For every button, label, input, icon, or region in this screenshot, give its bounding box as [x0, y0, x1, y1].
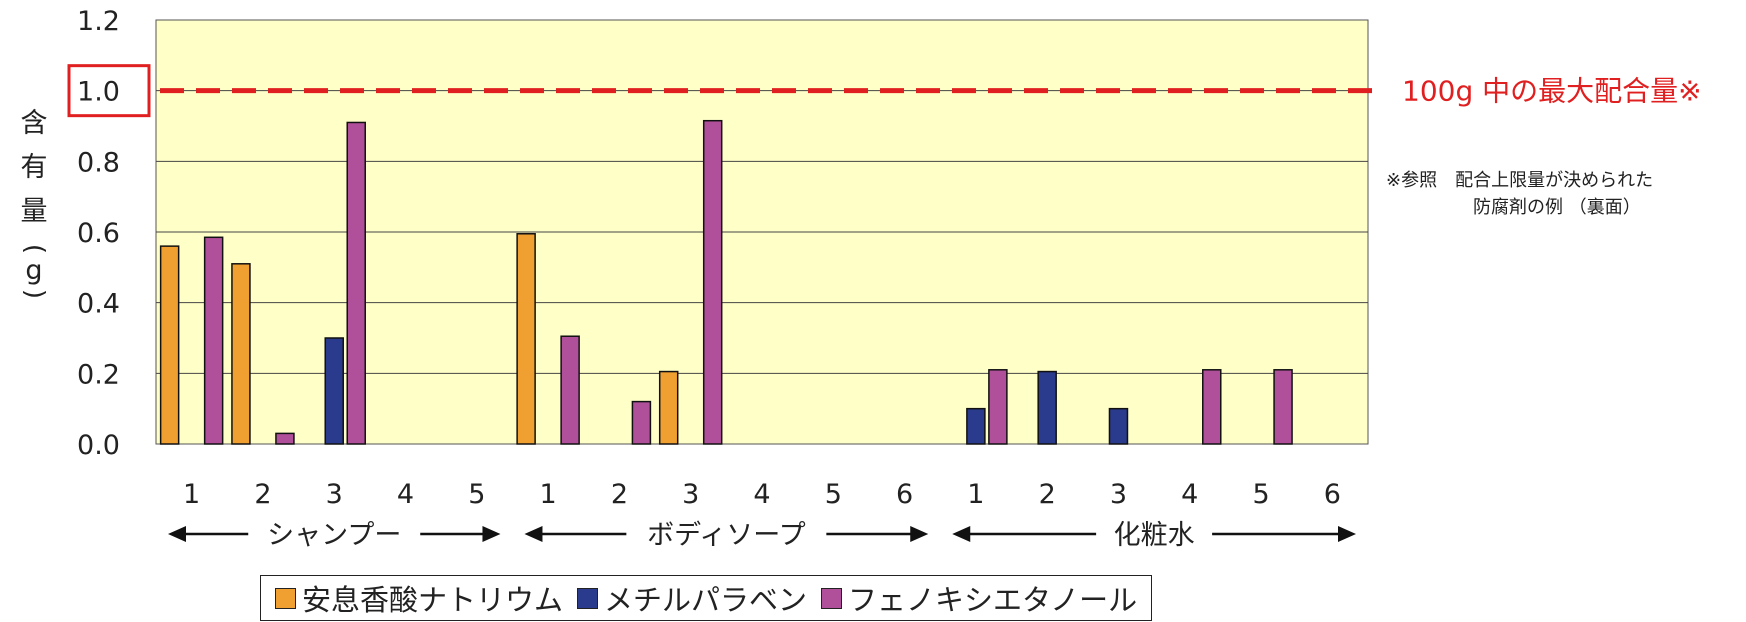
- group-label: ボディソープ: [647, 520, 806, 551]
- y-axis-label-char: 量: [21, 196, 48, 227]
- bar-0-5: [516, 233, 536, 445]
- x-tick-label: 6: [1324, 479, 1341, 510]
- x-tick-label: 4: [397, 479, 414, 510]
- group-arrow-left-head: [168, 526, 186, 542]
- group-arrow-right-head: [910, 526, 929, 542]
- y-tick-highlight-box: [67, 64, 151, 118]
- x-tick-label: 3: [1110, 479, 1127, 510]
- y-tick-label: 0.4: [77, 289, 120, 320]
- annotation-line-1: ※参照 配合上限量が決められた: [1386, 170, 1654, 191]
- y-axis-label-char: 有: [21, 152, 48, 183]
- x-tick-label: 5: [468, 479, 485, 510]
- y-axis-label-char: g: [25, 255, 42, 286]
- legend: 安息香酸ナトリウム メチルパラベン フェノキシエタノール: [260, 575, 1153, 621]
- group-label: 化粧水: [1114, 520, 1195, 551]
- bar-1-2: [324, 337, 344, 445]
- bar-0-1: [231, 263, 251, 445]
- bar-2-0: [203, 236, 224, 445]
- x-tick-label: 5: [825, 479, 842, 510]
- x-tick-label: 1: [540, 479, 557, 510]
- bar-2-14: [1202, 369, 1222, 445]
- bar-1-13: [1108, 407, 1129, 445]
- group-arrow-right-head: [1338, 526, 1356, 542]
- bar-1-12: [1037, 370, 1057, 445]
- x-tick-label: 3: [682, 479, 699, 510]
- y-tick-label: 0.2: [77, 359, 120, 390]
- bar-2-5: [560, 335, 580, 445]
- legend-label-0: 安息香酸ナトリウム: [302, 583, 564, 617]
- bar-2-1: [275, 432, 295, 445]
- x-tick-label: 2: [611, 479, 628, 510]
- bar-0-0: [159, 245, 180, 445]
- bar-2-2: [346, 121, 366, 445]
- x-tick-label: 2: [1039, 479, 1056, 510]
- x-tick-label: 5: [1252, 479, 1269, 510]
- y-tick-label: 0.6: [77, 218, 120, 249]
- bar-2-15: [1273, 369, 1293, 445]
- group-arrow-left-head: [524, 526, 543, 542]
- annotation-line-2: 防腐剤の例 （裏面）: [1473, 197, 1641, 218]
- bar-2-11: [988, 369, 1008, 445]
- bar-2-6: [631, 400, 652, 445]
- reference-line-label: 100g 中の最大配合量※: [1402, 75, 1702, 108]
- y-axis-label-char: 含: [21, 108, 48, 139]
- x-tick-label: 6: [896, 479, 913, 510]
- y-tick-label: 1.2: [77, 6, 120, 37]
- y-tick-label: 0.0: [77, 430, 120, 461]
- group-arrow-left-head: [952, 526, 971, 542]
- x-tick-label: 2: [254, 479, 271, 510]
- legend-label-2: フェノキシエタノール: [848, 583, 1138, 617]
- x-tick-label: 1: [967, 479, 984, 510]
- x-tick-label: 4: [753, 479, 770, 510]
- legend-label-1: メチルパラベン: [604, 583, 808, 617]
- y-tick-label: 0.8: [77, 147, 120, 178]
- legend-item-1: メチルパラベン: [577, 577, 807, 619]
- y-tick-label: 1.0: [77, 77, 120, 108]
- legend-swatch-0: [275, 587, 296, 609]
- group-arrow-right-head: [482, 526, 501, 542]
- x-tick-label: 1: [183, 479, 200, 510]
- y-axis-label-char: (: [20, 244, 50, 254]
- x-tick-label: 3: [326, 479, 343, 510]
- x-tick-label: 4: [1181, 479, 1198, 510]
- legend-swatch-2: [821, 587, 843, 609]
- group-label: シャンプー: [267, 520, 401, 551]
- bar-0-7: [658, 370, 679, 445]
- bar-1-11: [966, 407, 986, 445]
- legend-swatch-1: [577, 587, 599, 609]
- legend-item-0: 安息香酸ナトリウム: [275, 577, 563, 619]
- bar-2-7: [702, 119, 723, 445]
- legend-item-2: フェノキシエタノール: [821, 577, 1137, 619]
- y-axis-label-char: ): [20, 289, 50, 299]
